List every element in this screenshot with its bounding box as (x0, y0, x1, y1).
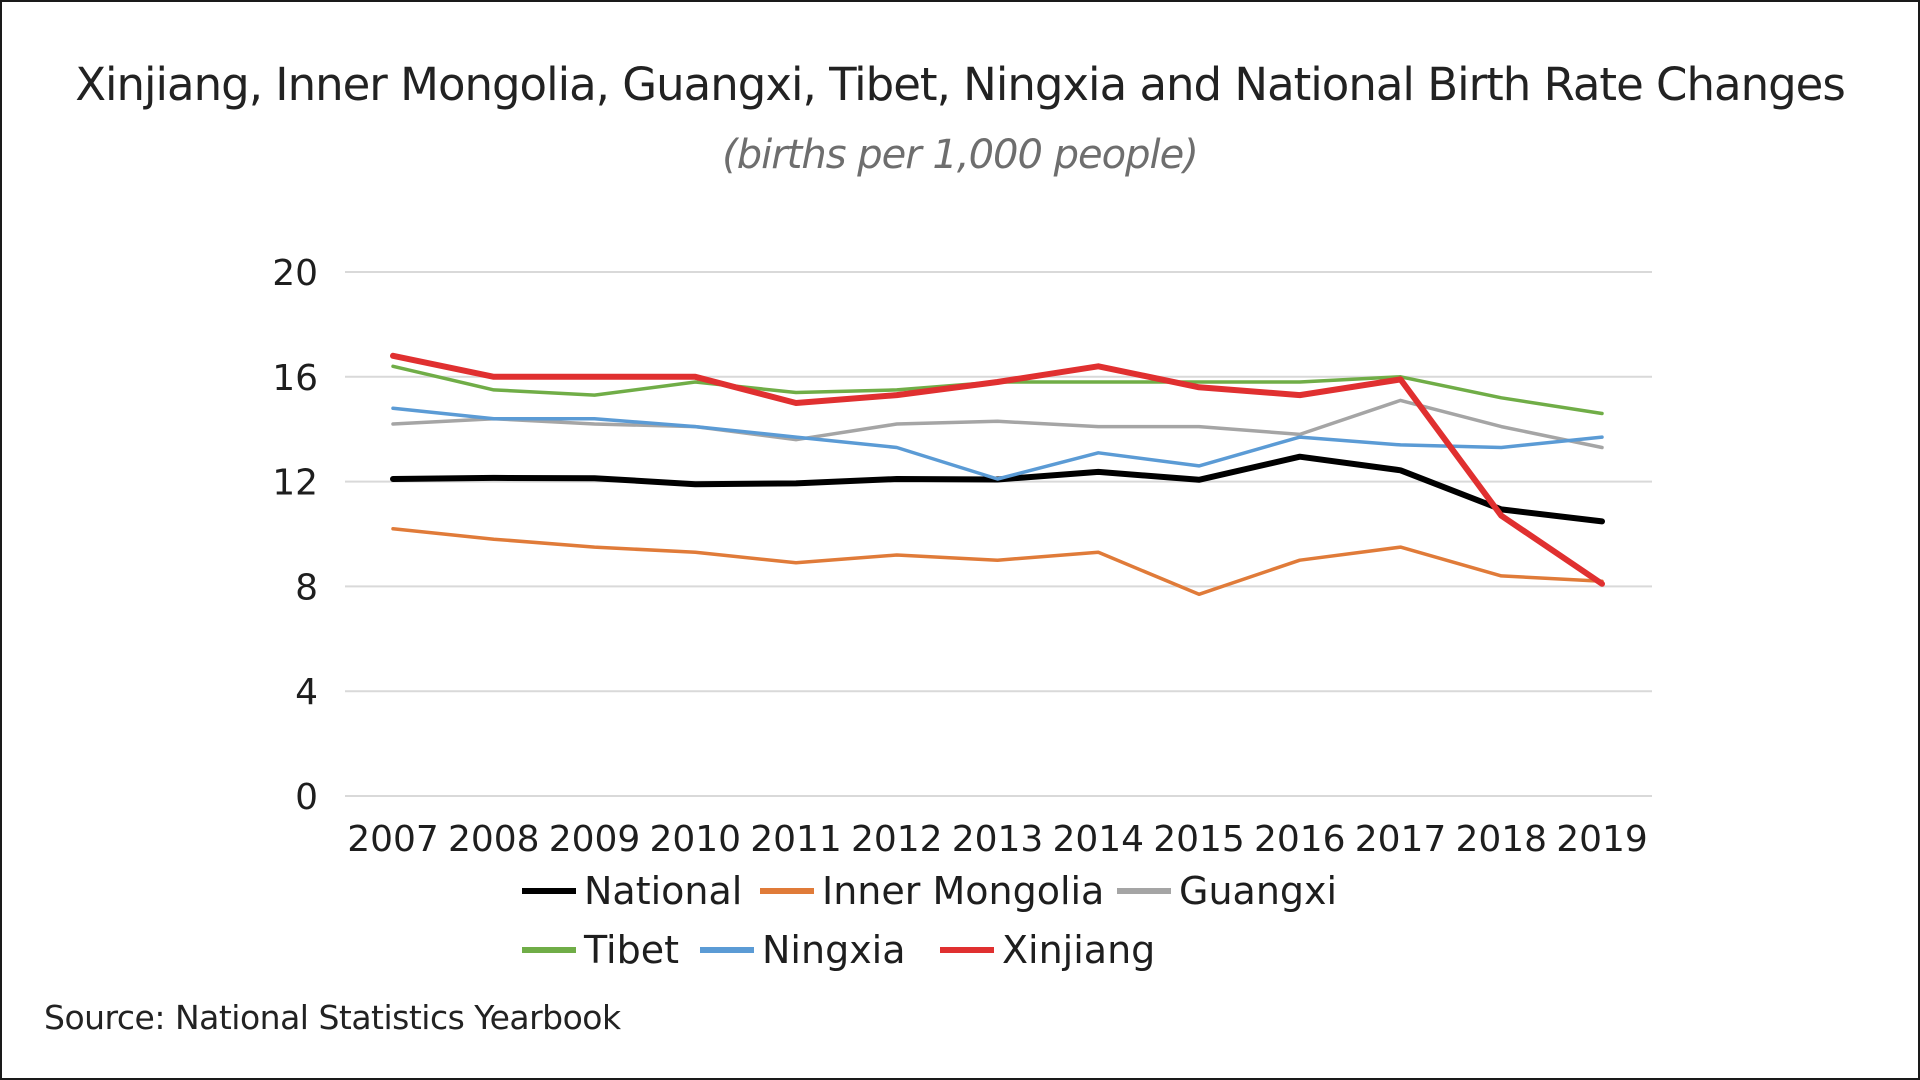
x-tick-label: 2019 (1556, 819, 1648, 860)
y-axis-ticks: 0 4 8 12 16 20 (272, 253, 318, 818)
series-line-xinjiang (390, 352, 1605, 587)
legend-label: Xinjiang (1002, 928, 1155, 972)
y-tick-label: 20 (272, 253, 318, 294)
x-axis-ticks: 2007 2008 2009 2010 2011 2012 2013 2014 2015 2016… (347, 819, 1648, 860)
legend-label: Ningxia (762, 928, 906, 972)
x-tick-label: 2007 (347, 819, 439, 860)
x-tick-label: 2015 (1153, 819, 1245, 860)
x-tick-label: 2008 (448, 819, 540, 860)
legend: National Inner Mongolia Guangxi Tibet Ningxi… (522, 869, 1337, 972)
x-tick-label: 2018 (1455, 819, 1547, 860)
legend-item-national: National (522, 869, 742, 913)
source-note: Source: National Statistics Yearbook (44, 998, 621, 1037)
series-lines (390, 352, 1605, 597)
x-tick-label: 2010 (649, 819, 741, 860)
legend-label: National (584, 869, 742, 913)
legend-item-guangxi: Guangxi (1117, 869, 1337, 913)
x-tick-label: 2012 (851, 819, 943, 860)
series-line-inner-mongolia (391, 527, 1604, 597)
legend-label: Tibet (583, 928, 679, 972)
y-tick-label: 0 (295, 777, 318, 818)
y-tick-label: 8 (295, 567, 318, 608)
legend-label: Guangxi (1179, 869, 1337, 913)
y-tick-label: 4 (295, 672, 318, 713)
x-tick-label: 2009 (549, 819, 641, 860)
chart-title: Xinjiang, Inner Mongolia, Guangxi, Tibet… (75, 58, 1846, 111)
x-tick-label: 2014 (1052, 819, 1144, 860)
x-tick-label: 2017 (1355, 819, 1447, 860)
chart-subtitle: (births per 1,000 people) (722, 132, 1199, 178)
legend-item-xinjiang: Xinjiang (940, 928, 1155, 972)
y-tick-label: 12 (272, 463, 318, 504)
legend-item-tibet: Tibet (522, 928, 679, 972)
x-tick-label: 2016 (1254, 819, 1346, 860)
x-tick-label: 2013 (952, 819, 1044, 860)
legend-item-inner-mongolia: Inner Mongolia (760, 869, 1104, 913)
series-line-national (390, 453, 1605, 525)
series-line-ningxia (391, 406, 1604, 481)
legend-item-ningxia: Ningxia (700, 928, 906, 972)
series-line-guangxi (391, 398, 1604, 450)
x-tick-label: 2011 (750, 819, 842, 860)
gridlines (345, 271, 1652, 797)
legend-label: Inner Mongolia (822, 869, 1104, 913)
y-tick-label: 16 (272, 358, 318, 399)
